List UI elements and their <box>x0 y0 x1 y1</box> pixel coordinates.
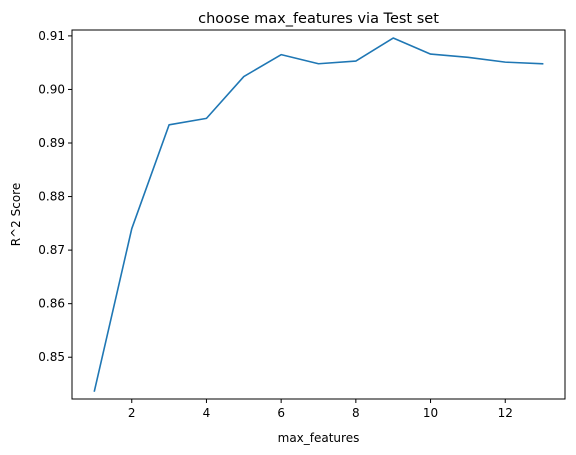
x-tick-label: 8 <box>352 406 360 420</box>
y-axis-label: R^2 Score <box>9 183 23 246</box>
y-tick-label: 0.87 <box>38 243 65 257</box>
y-tick-label: 0.88 <box>38 190 65 204</box>
y-tick-label: 0.90 <box>38 82 65 96</box>
x-axis: 2 4 6 8 10 12 <box>128 399 513 420</box>
x-tick-label: 6 <box>277 406 285 420</box>
y-tick-label: 0.89 <box>38 136 65 150</box>
x-tick-label: 2 <box>128 406 136 420</box>
x-tick-label: 10 <box>423 406 438 420</box>
y-tick-label: 0.85 <box>38 350 65 364</box>
x-tick-label: 4 <box>203 406 211 420</box>
y-tick-label: 0.91 <box>38 29 65 43</box>
plot-area-frame <box>71 29 566 400</box>
y-axis: 0.85 0.86 0.87 0.88 0.89 0.90 0.91 <box>38 29 72 364</box>
x-axis-label: max_features <box>278 431 360 445</box>
y-tick-label: 0.86 <box>38 297 65 311</box>
chart-title: choose max_features via Test set <box>198 11 439 27</box>
series-layer <box>93 37 544 392</box>
x-tick-label: 12 <box>498 406 513 420</box>
